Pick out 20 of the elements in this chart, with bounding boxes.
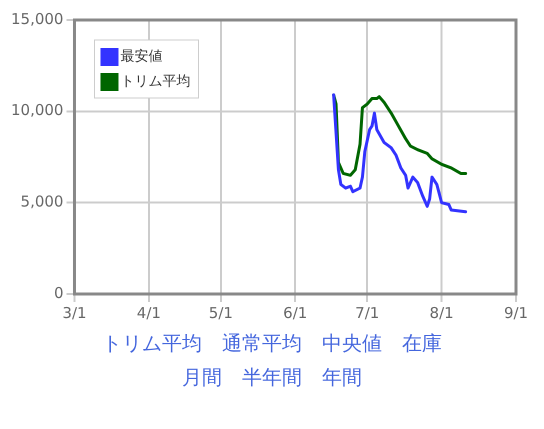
x-tick-label: 9/1 xyxy=(504,304,528,322)
y-tick-label: 10,000 xyxy=(10,101,64,120)
x-tick-label: 4/1 xyxy=(136,304,161,322)
x-tick-label: 8/1 xyxy=(430,304,454,322)
legend-label: トリム平均 xyxy=(120,74,190,90)
y-tick-label: 15,000 xyxy=(10,10,64,28)
x-tick-label: 5/1 xyxy=(208,304,233,322)
y-tick-label: 5,000 xyxy=(20,192,64,211)
text: 在庫 xyxy=(402,331,442,355)
x-tick-label: 3/1 xyxy=(62,304,87,322)
x-tick-label: 7/1 xyxy=(355,304,380,322)
text: 半年間 xyxy=(242,365,302,389)
text: 月間 xyxy=(182,365,222,389)
y-tick-label: 0 xyxy=(54,284,64,302)
legend-label: 最安値 xyxy=(120,48,162,65)
text: 通常平均 xyxy=(222,331,302,355)
text: 年間 xyxy=(322,365,362,389)
text: 中央値 xyxy=(322,331,382,355)
x-tick-label: 6/1 xyxy=(283,304,308,322)
text: トリム平均 xyxy=(102,331,202,355)
